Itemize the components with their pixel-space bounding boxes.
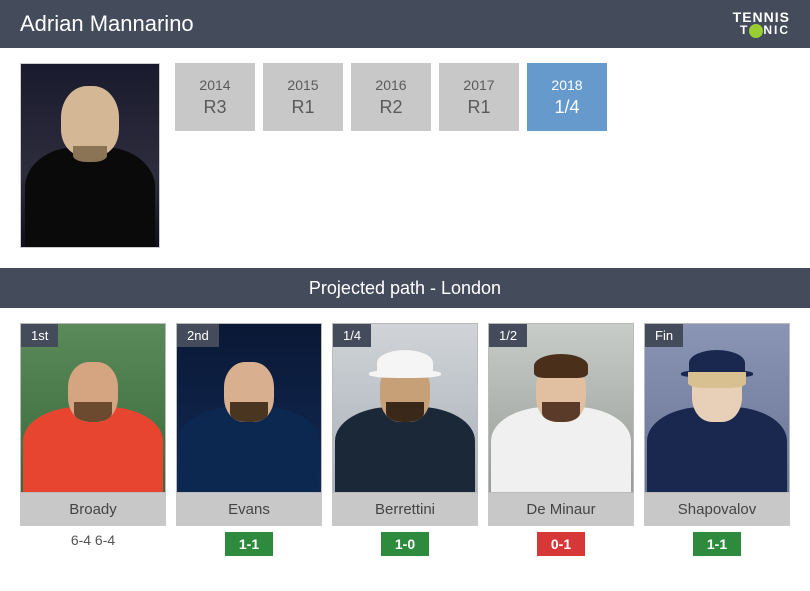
year-result: R2 — [379, 97, 402, 118]
opponent-name: Shapovalov — [644, 493, 790, 526]
player-torso — [25, 147, 155, 247]
year-box-2017[interactable]: 2017 R1 — [439, 63, 519, 131]
opponent-card-berrettini[interactable]: 1/4 Berrettini 1-0 — [332, 323, 478, 556]
h2h-stat: 6-4 6-4 — [20, 526, 166, 554]
h2h-stat: 0-1 — [537, 532, 585, 556]
player-head — [61, 86, 119, 156]
top-section: 2014 R3 2015 R1 2016 R2 2017 R1 2018 1/4 — [0, 48, 810, 258]
figure-hair-side — [688, 372, 746, 388]
h2h-stat: 1-1 — [225, 532, 273, 556]
round-tag: 1st — [21, 324, 58, 347]
round-tag: 1/2 — [489, 324, 527, 347]
round-tag: 2nd — [177, 324, 219, 347]
page-title: Adrian Mannarino — [20, 11, 194, 37]
opponent-photo: 2nd — [176, 323, 322, 493]
year-label: 2016 — [375, 77, 406, 93]
figure-beard — [230, 402, 268, 422]
opponent-photo: Fin — [644, 323, 790, 493]
figure-cap-brim — [369, 370, 441, 378]
year-history: 2014 R3 2015 R1 2016 R2 2017 R1 2018 1/4 — [175, 63, 607, 248]
logo: TENNIS TNIC — [733, 10, 790, 38]
figure-beard — [542, 402, 580, 422]
h2h-stat: 1-0 — [381, 532, 429, 556]
stat-wrap: 1-0 — [332, 526, 478, 556]
opponent-photo: 1/2 — [488, 323, 634, 493]
year-label: 2014 — [199, 77, 230, 93]
opponent-photo: 1/4 — [332, 323, 478, 493]
tennis-ball-icon — [749, 24, 763, 38]
figure-hair — [534, 354, 588, 378]
year-box-2018[interactable]: 2018 1/4 — [527, 63, 607, 131]
opponent-card-de-minaur[interactable]: 1/2 De Minaur 0-1 — [488, 323, 634, 556]
section-header: Projected path - London — [0, 268, 810, 308]
projected-path: 1st Broady6-4 6-4 2nd Evans 1-1 1/4 Berrettini… — [0, 323, 810, 556]
logo-bot: TNIC — [740, 24, 790, 38]
year-label: 2017 — [463, 77, 494, 93]
opponent-photo: 1st — [20, 323, 166, 493]
opponent-name: Berrettini — [332, 493, 478, 526]
opponent-card-shapovalov[interactable]: Fin Shapovalov 1-1 — [644, 323, 790, 556]
year-box-2014[interactable]: 2014 R3 — [175, 63, 255, 131]
opponent-card-evans[interactable]: 2nd Evans 1-1 — [176, 323, 322, 556]
stat-wrap: 1-1 — [176, 526, 322, 556]
logo-top: TENNIS — [733, 10, 790, 24]
year-result: R1 — [467, 97, 490, 118]
round-tag: 1/4 — [333, 324, 371, 347]
year-box-2015[interactable]: 2015 R1 — [263, 63, 343, 131]
figure-beard — [74, 402, 112, 422]
stat-wrap: 0-1 — [488, 526, 634, 556]
opponent-name: Broady — [20, 493, 166, 526]
figure-beard — [386, 402, 424, 422]
stat-wrap: 1-1 — [644, 526, 790, 556]
year-result: 1/4 — [554, 97, 579, 118]
round-tag: Fin — [645, 324, 683, 347]
year-label: 2015 — [287, 77, 318, 93]
opponent-name: De Minaur — [488, 493, 634, 526]
year-result: R1 — [291, 97, 314, 118]
h2h-stat: 1-1 — [693, 532, 741, 556]
opponent-card-broady[interactable]: 1st Broady6-4 6-4 — [20, 323, 166, 556]
year-box-2016[interactable]: 2016 R2 — [351, 63, 431, 131]
player-photo — [20, 63, 160, 248]
year-result: R3 — [203, 97, 226, 118]
header: Adrian Mannarino TENNIS TNIC — [0, 0, 810, 48]
opponent-name: Evans — [176, 493, 322, 526]
year-label: 2018 — [551, 77, 582, 93]
